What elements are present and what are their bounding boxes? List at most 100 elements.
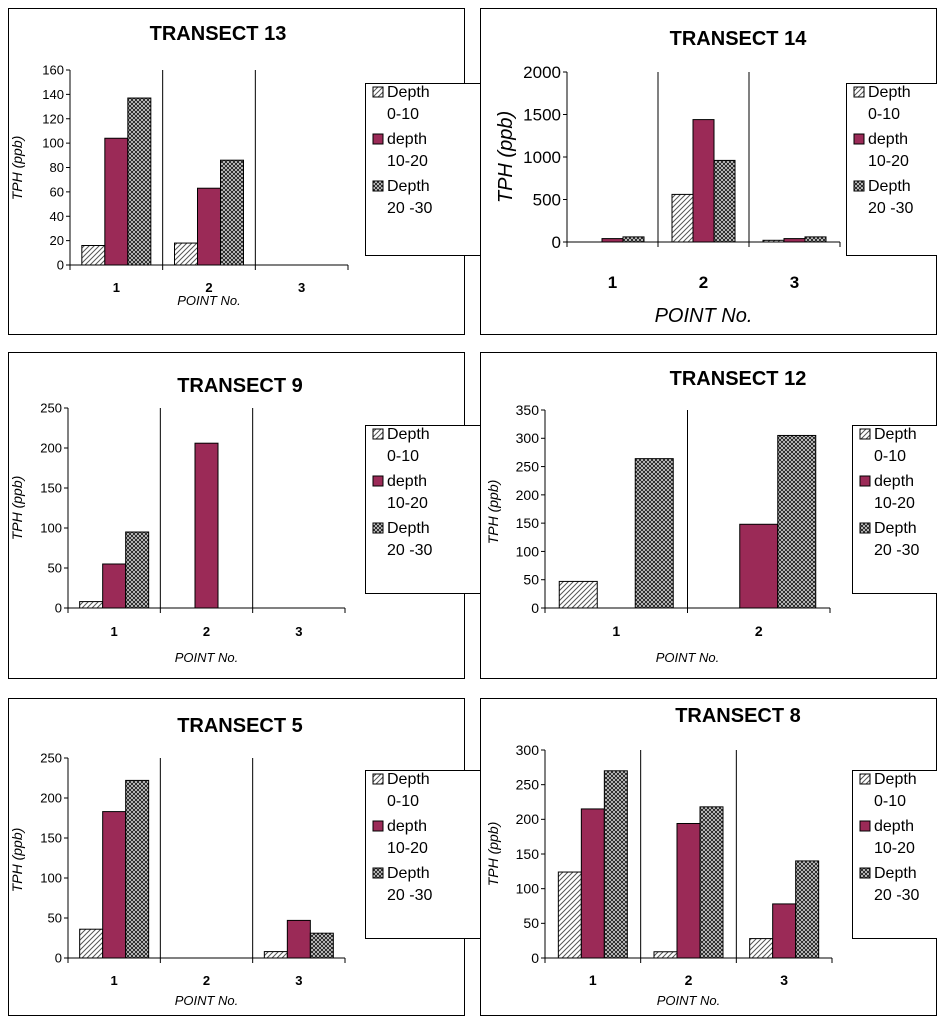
legend-label: Depth	[874, 865, 917, 882]
y-tick-label: 250	[40, 401, 62, 416]
y-tick-label: 50	[48, 911, 62, 926]
x-tick-label: 3	[780, 972, 788, 988]
y-tick-label: 0	[531, 600, 539, 616]
x-axis-label: POINT No.	[656, 650, 720, 665]
legend-swatch-depth-0-10	[373, 774, 383, 784]
y-tick-label: 100	[42, 136, 64, 151]
bar-depth-10-20	[198, 188, 221, 265]
x-tick-label: 1	[111, 973, 118, 988]
y-tick-label: 120	[42, 111, 64, 126]
y-tick-label: 200	[516, 487, 540, 503]
x-tick-label: 1	[612, 623, 620, 639]
x-axis-label: POINT No.	[657, 993, 721, 1008]
bar-depth-20-30	[604, 771, 627, 958]
legend-swatch-depth-10-20	[854, 134, 864, 144]
legend-swatch-depth-10-20	[860, 476, 870, 486]
y-axis-label: TPH (ppb)	[9, 828, 25, 893]
legend-swatch-depth-20-30	[860, 868, 870, 878]
x-tick-label: 1	[608, 273, 617, 292]
bar-depth-10-20	[677, 823, 700, 958]
y-tick-label: 200	[40, 441, 62, 456]
y-tick-label: 100	[40, 871, 62, 886]
y-tick-label: 100	[516, 543, 540, 559]
legend-swatch-depth-20-30	[373, 181, 383, 191]
legend-swatch-depth-20-30	[854, 181, 864, 191]
bar-depth-0-10	[80, 929, 103, 958]
legend-label: depth	[387, 818, 427, 835]
y-tick-label: 500	[533, 190, 561, 209]
legend-swatch-depth-10-20	[373, 134, 383, 144]
y-tick-label: 200	[516, 811, 540, 827]
bar-depth-20-30	[635, 459, 673, 608]
legend-swatch-depth-0-10	[373, 429, 383, 439]
x-tick-label: 1	[113, 280, 120, 295]
bar-depth-0-10	[80, 602, 103, 608]
legend-label: 10-20	[874, 840, 915, 857]
y-tick-label: 100	[40, 521, 62, 536]
legend-label: 10-20	[387, 840, 428, 857]
legend-label: 20 -30	[387, 200, 432, 217]
legend-label: 20 -30	[868, 200, 913, 217]
bar-depth-10-20	[740, 524, 778, 608]
legend-label: 20 -30	[387, 542, 432, 559]
legend-label: 0-10	[387, 793, 419, 810]
x-tick-label: 3	[295, 973, 302, 988]
legend-label: 0-10	[874, 448, 906, 465]
legend-label: 20 -30	[874, 542, 919, 559]
legend-label: depth	[387, 131, 427, 148]
y-tick-label: 150	[516, 846, 540, 862]
bar-depth-10-20	[773, 904, 796, 958]
y-tick-label: 50	[48, 561, 62, 576]
legend-swatch-depth-0-10	[860, 429, 870, 439]
legend-label: 0-10	[868, 106, 900, 123]
y-axis-label: TPH (ppb)	[9, 476, 25, 541]
x-axis-label: POINT No.	[655, 305, 753, 327]
legend-label: Depth	[387, 520, 430, 537]
y-tick-label: 0	[531, 950, 539, 966]
y-tick-label: 100	[516, 881, 540, 897]
legend-swatch-depth-10-20	[373, 821, 383, 831]
legend-label: 20 -30	[387, 887, 432, 904]
legend-label: 0-10	[874, 793, 906, 810]
legend-label: Depth	[387, 178, 430, 195]
legend-label: Depth	[387, 426, 430, 443]
y-tick-label: 150	[40, 831, 62, 846]
y-tick-label: 0	[55, 601, 62, 616]
y-axis-label: TPH (ppb)	[485, 822, 501, 887]
y-tick-label: 50	[523, 915, 539, 931]
legend-label: 0-10	[387, 106, 419, 123]
bar-depth-20-30	[714, 160, 735, 242]
y-tick-label: 0	[552, 233, 561, 252]
legend-label: depth	[387, 473, 427, 490]
bar-depth-0-10	[763, 240, 784, 242]
legend-label: 10-20	[387, 153, 428, 170]
legend-swatch-depth-20-30	[860, 523, 870, 533]
y-tick-label: 1000	[523, 148, 561, 167]
bar-depth-10-20	[105, 138, 128, 265]
y-tick-label: 300	[516, 742, 540, 758]
legend-label: Depth	[387, 865, 430, 882]
bar-depth-10-20	[693, 120, 714, 242]
legend-swatch-depth-0-10	[854, 87, 864, 97]
legend-label: 10-20	[868, 153, 909, 170]
legend-swatch-depth-20-30	[373, 868, 383, 878]
chart-title: TRANSECT 5	[177, 715, 303, 737]
x-tick-label: 1	[589, 972, 597, 988]
legend-swatch-depth-0-10	[860, 774, 870, 784]
legend-label: Depth	[868, 178, 911, 195]
legend-label: depth	[874, 818, 914, 835]
bar-depth-20-30	[310, 933, 333, 958]
y-tick-label: 160	[42, 63, 64, 78]
y-tick-label: 150	[516, 515, 540, 531]
bar-depth-10-20	[287, 920, 310, 958]
y-tick-label: 2000	[523, 63, 561, 82]
y-tick-label: 0	[57, 258, 64, 273]
x-axis-label: POINT No.	[177, 293, 241, 308]
